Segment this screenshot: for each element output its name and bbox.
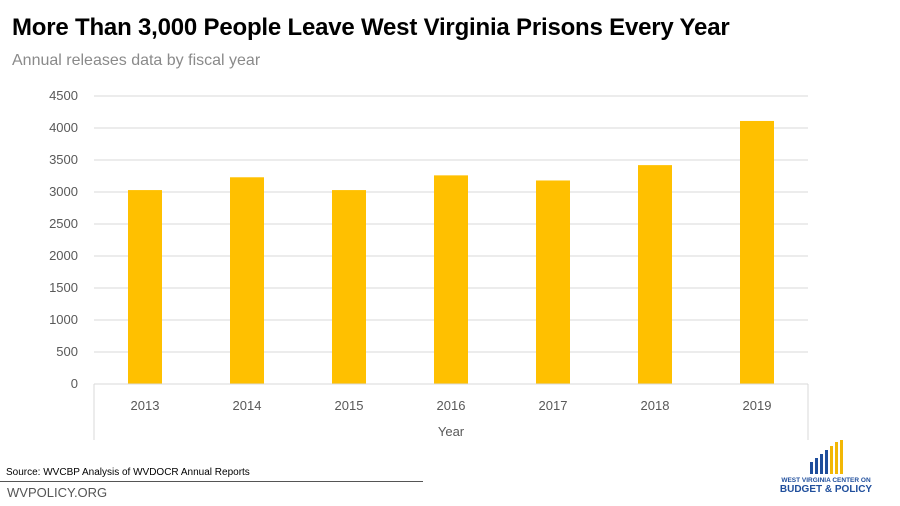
bars xyxy=(128,120,774,385)
bar-chart-logo-icon xyxy=(810,440,843,474)
bar-2019 xyxy=(740,120,774,385)
y-tick-label: 1500 xyxy=(49,280,78,295)
y-tick-label: 4000 xyxy=(49,120,78,135)
bar-2018 xyxy=(638,165,672,384)
y-tick-label: 500 xyxy=(56,344,78,359)
source-divider xyxy=(0,481,423,482)
y-tick-label: 2500 xyxy=(49,216,78,231)
source-note: Source: WVCBP Analysis of WVDOCR Annual … xyxy=(6,467,250,478)
bar-2014 xyxy=(230,177,264,384)
bar-2015 xyxy=(332,190,366,384)
logo-text-line1: WEST VIRGINIA CENTER ON xyxy=(781,477,871,484)
organization-logo: WEST VIRGINIA CENTER ON BUDGET & POLICY xyxy=(770,440,890,500)
y-tick-label: 2000 xyxy=(49,248,78,263)
y-tick-label: 1000 xyxy=(49,312,78,327)
bar-2013 xyxy=(128,190,162,384)
x-axis-label: Year xyxy=(438,424,465,439)
x-tick-label: 2016 xyxy=(437,398,466,413)
y-tick-label: 3000 xyxy=(49,184,78,199)
y-axis-tick-labels: 0 500 1000 1500 2000 2500 3000 3500 4000 4500 xyxy=(49,88,78,391)
x-tick-label: 2018 xyxy=(641,398,670,413)
x-axis-tick-labels: 2013 2014 2015 2016 2017 2018 2019 xyxy=(131,398,772,413)
x-tick-label: 2014 xyxy=(233,398,262,413)
y-tick-label: 0 xyxy=(71,376,78,391)
y-tick-label: 3500 xyxy=(49,152,78,167)
x-tick-label: 2015 xyxy=(335,398,364,413)
x-tick-label: 2013 xyxy=(131,398,160,413)
chart-title: More Than 3,000 People Leave West Virgin… xyxy=(12,14,730,41)
bar-2017 xyxy=(536,180,570,384)
site-url: WVPOLICY.ORG xyxy=(7,485,108,500)
chart-subtitle: Annual releases data by fiscal year xyxy=(12,52,261,69)
x-tick-label: 2019 xyxy=(743,398,772,413)
y-tick-label: 4500 xyxy=(49,88,78,103)
x-tick-label: 2017 xyxy=(539,398,568,413)
bar-2016 xyxy=(434,175,468,384)
logo-text-line2: BUDGET & POLICY xyxy=(779,484,873,495)
